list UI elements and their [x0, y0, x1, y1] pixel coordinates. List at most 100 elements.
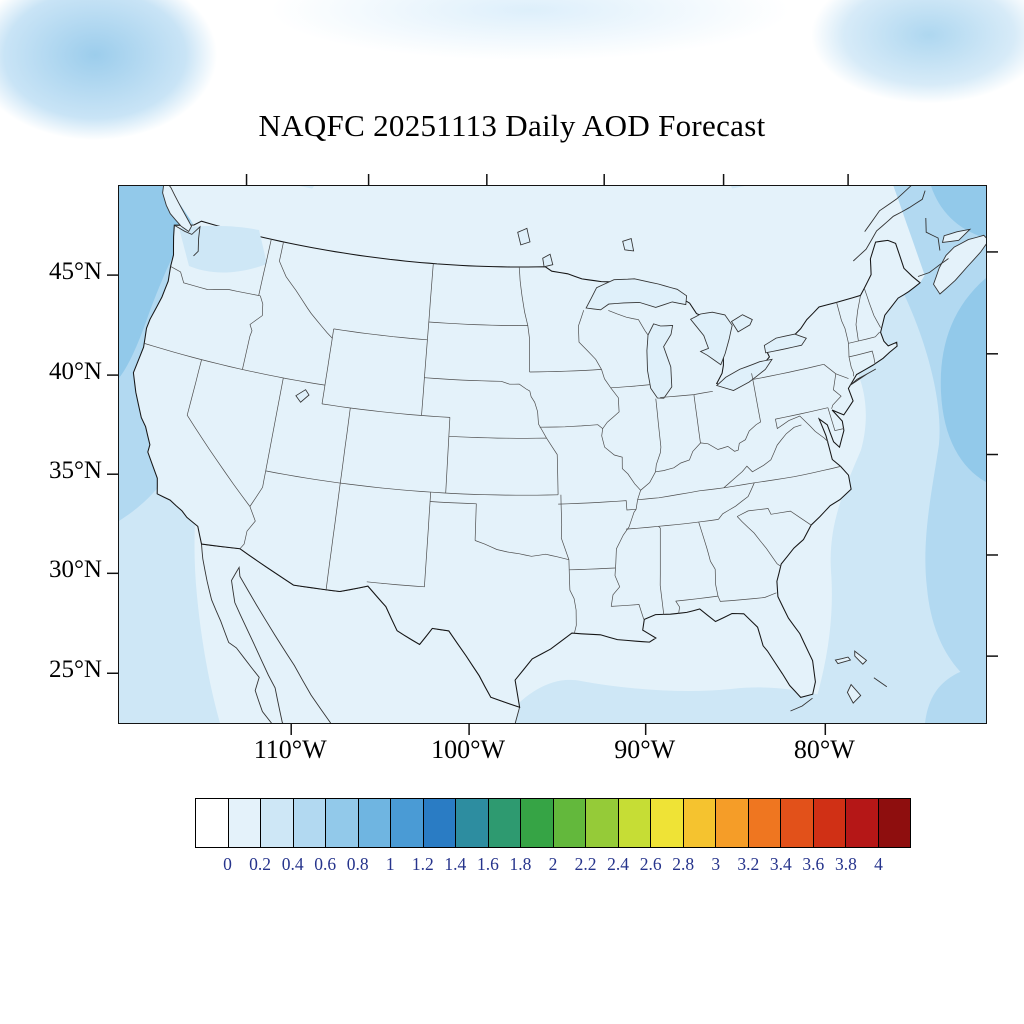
- aod-contour-band: [119, 186, 211, 378]
- colorbar-tick-label: 3.2: [737, 854, 760, 874]
- colorbar-box: [455, 798, 489, 848]
- state-border: [864, 288, 881, 328]
- state-border: [558, 500, 637, 511]
- colorbar-box: [682, 798, 716, 848]
- colorbar-box: [325, 798, 359, 848]
- state-border: [569, 567, 616, 571]
- state-border: [655, 398, 662, 472]
- lake: [585, 278, 688, 311]
- state-border: [430, 501, 477, 541]
- state-border: [855, 295, 861, 342]
- state-border: [675, 595, 719, 602]
- state-border: [611, 604, 645, 620]
- lake: [517, 227, 531, 246]
- colorbar-labels: 0 0.2 0.4 0.6 0.8 1 1.2 1.4 1.6 1.8 2 2.2 2.4 2.6 2.8 3…: [195, 854, 911, 880]
- state-border: [717, 592, 777, 602]
- state-border: [186, 359, 251, 507]
- colorbar-box: [747, 798, 781, 848]
- state-border: [518, 266, 529, 326]
- state-border: [578, 310, 602, 370]
- colorbar-tick-label: 0.8: [346, 854, 369, 874]
- colorbar-tick-label: 1.6: [476, 854, 499, 874]
- colorbar-box: [422, 798, 456, 848]
- state-border: [675, 600, 680, 614]
- plot-title: NAQFC 20251113 Daily AOD Forecast: [258, 108, 766, 143]
- state-border: [474, 540, 569, 561]
- state-border: [718, 482, 755, 520]
- state-border: [448, 435, 547, 439]
- coastline: [873, 677, 888, 688]
- state-border: [698, 521, 719, 597]
- lon-tick-label: 110°W: [253, 735, 327, 764]
- colorbar-box: [357, 798, 391, 848]
- colorbar-box: [780, 798, 814, 848]
- island: [846, 683, 862, 704]
- state-border: [693, 394, 701, 444]
- lat-tick-label: 40°N: [48, 358, 102, 386]
- colorbar-box: [520, 798, 554, 848]
- colorbar-box: [650, 798, 684, 848]
- colorbar-tick-label: 2.8: [672, 854, 695, 874]
- state-border: [660, 390, 713, 398]
- lat-tick-label: 30°N: [48, 556, 102, 584]
- state-border: [827, 407, 845, 432]
- background-wash-right: [774, 0, 1024, 125]
- lake: [689, 311, 733, 366]
- colorbar-tick-label: 1.4: [444, 854, 467, 874]
- aod-land-tint: [179, 225, 267, 273]
- state-border: [658, 526, 665, 615]
- state-border: [610, 384, 651, 389]
- state-border: [249, 470, 267, 507]
- colorbar-box: [715, 798, 749, 848]
- aod-contour-band: [940, 278, 986, 482]
- colorbar-tick-label: 3.8: [834, 854, 857, 874]
- lake: [542, 253, 554, 268]
- colorbar-box: [617, 798, 651, 848]
- colorbar-tick-label: 0.2: [249, 854, 272, 874]
- state-border: [529, 369, 602, 373]
- colorbar-box: [585, 798, 619, 848]
- state-border: [546, 437, 559, 495]
- colorbar-tick-label: 4: [874, 854, 883, 874]
- coastline: [174, 224, 201, 257]
- state-border: [428, 321, 528, 326]
- state-border: [242, 295, 264, 370]
- state-border: [608, 310, 649, 336]
- state-border: [527, 325, 530, 373]
- coastline: [917, 258, 949, 277]
- state-border: [775, 407, 828, 420]
- background-wash-top: [170, 0, 890, 80]
- lat-tick-label: 25°N: [48, 656, 102, 684]
- colorbar-boxes: [195, 798, 911, 848]
- colorbar-box: [812, 798, 846, 848]
- background-wash-left: [0, 0, 260, 170]
- state-border: [445, 417, 451, 494]
- colorbar-tick-label: 2.4: [607, 854, 630, 874]
- state-border: [144, 343, 326, 386]
- coastline: [790, 697, 813, 712]
- state-border: [279, 241, 333, 339]
- colorbar-tick-label: 0.4: [281, 854, 304, 874]
- lake: [715, 358, 773, 391]
- state-border: [568, 569, 577, 634]
- island: [162, 186, 193, 233]
- state-border: [601, 369, 641, 607]
- colorbar-box: [195, 798, 229, 848]
- state-border: [421, 263, 434, 416]
- state-border: [325, 407, 351, 590]
- aod-contour-band: [925, 664, 986, 723]
- map-layers: [119, 186, 986, 723]
- state-border: [723, 424, 802, 489]
- state-border: [539, 424, 603, 429]
- colorbar-tick-label: 2.2: [574, 854, 597, 874]
- map-panel: [107, 174, 998, 735]
- state-border: [752, 363, 824, 380]
- state-border: [640, 471, 656, 491]
- lon-tick-label: 90°W: [614, 735, 676, 764]
- state-border: [736, 516, 782, 567]
- colorbar-box: [227, 798, 261, 848]
- colorbar-box: [877, 798, 911, 848]
- state-border: [424, 377, 530, 392]
- colorbar-tick-label: 1: [385, 854, 395, 874]
